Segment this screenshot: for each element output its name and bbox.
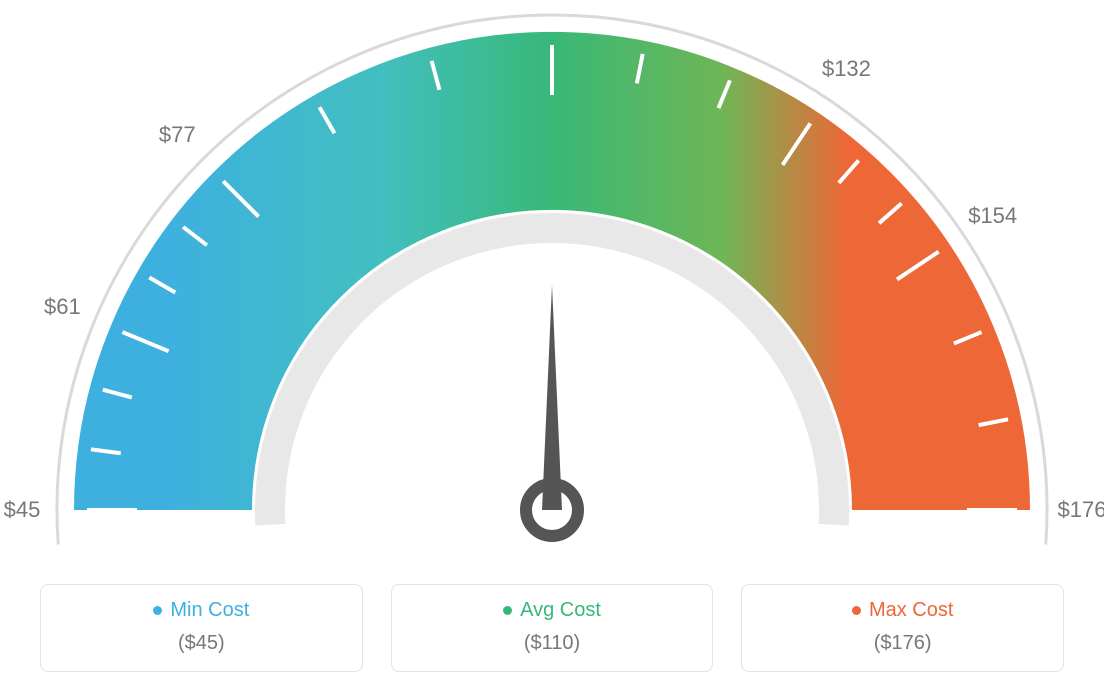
legend-dot-max <box>852 606 861 615</box>
legend-value-min: ($45) <box>51 632 352 655</box>
legend-label-avg: Avg Cost <box>520 599 601 622</box>
gauge-needle <box>542 285 562 510</box>
legend-dot-min <box>153 606 162 615</box>
legend-value-max: ($176) <box>752 632 1053 655</box>
legend-value-avg: ($110) <box>402 632 703 655</box>
gauge-tick-label: $132 <box>822 56 871 82</box>
gauge-area: $45$61$77$110$132$154$176 <box>0 0 1104 570</box>
cost-gauge-chart: $45$61$77$110$132$154$176 Min Cost ($45)… <box>0 0 1104 690</box>
gauge-tick-label: $176 <box>1058 497 1104 523</box>
legend-title-avg: Avg Cost <box>503 599 601 622</box>
legend-label-max: Max Cost <box>869 599 953 622</box>
gauge-svg <box>0 0 1104 570</box>
gauge-tick-label: $77 <box>159 122 196 148</box>
legend-title-max: Max Cost <box>852 599 953 622</box>
legend-dot-avg <box>503 606 512 615</box>
legend-card-avg: Avg Cost ($110) <box>391 584 714 672</box>
gauge-tick-label: $154 <box>968 203 1017 229</box>
gauge-tick-label: $45 <box>4 497 41 523</box>
gauge-tick-label: $61 <box>44 294 81 320</box>
legend-row: Min Cost ($45) Avg Cost ($110) Max Cost … <box>40 584 1064 672</box>
legend-card-max: Max Cost ($176) <box>741 584 1064 672</box>
legend-title-min: Min Cost <box>153 599 249 622</box>
legend-card-min: Min Cost ($45) <box>40 584 363 672</box>
legend-label-min: Min Cost <box>170 599 249 622</box>
